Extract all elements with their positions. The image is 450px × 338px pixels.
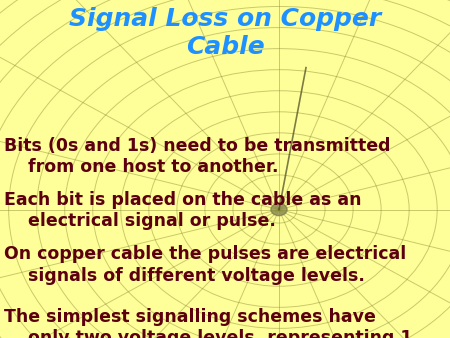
Text: On copper cable the pulses are electrical
    signals of different voltage level: On copper cable the pulses are electrica… [4, 245, 407, 285]
Text: Bits (0s and 1s) need to be transmitted
    from one host to another.: Bits (0s and 1s) need to be transmitted … [4, 137, 391, 176]
Circle shape [271, 203, 287, 216]
Text: Each bit is placed on the cable as an
    electrical signal or pulse.: Each bit is placed on the cable as an el… [4, 191, 362, 231]
Text: The simplest signalling schemes have
    only two voltage levels, representing 1: The simplest signalling schemes have onl… [4, 308, 413, 338]
Text: Signal Loss on Copper
Cable: Signal Loss on Copper Cable [69, 7, 381, 58]
